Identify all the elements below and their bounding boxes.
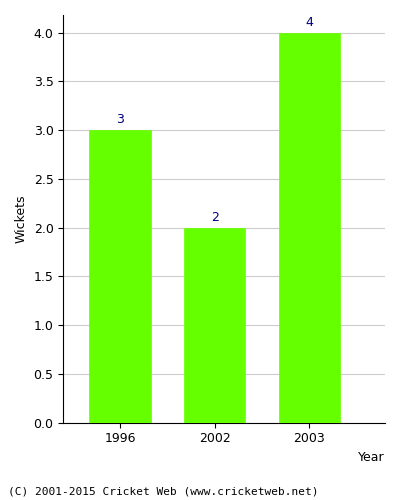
Bar — [278, 32, 340, 422]
Bar — [89, 130, 151, 422]
Text: 4: 4 — [305, 16, 313, 29]
Bar — [184, 228, 246, 422]
Text: 3: 3 — [116, 113, 124, 126]
Text: (C) 2001-2015 Cricket Web (www.cricketweb.net): (C) 2001-2015 Cricket Web (www.cricketwe… — [8, 487, 318, 497]
Text: 2: 2 — [211, 210, 219, 224]
Y-axis label: Wickets: Wickets — [15, 194, 28, 243]
Text: Year: Year — [358, 451, 385, 464]
